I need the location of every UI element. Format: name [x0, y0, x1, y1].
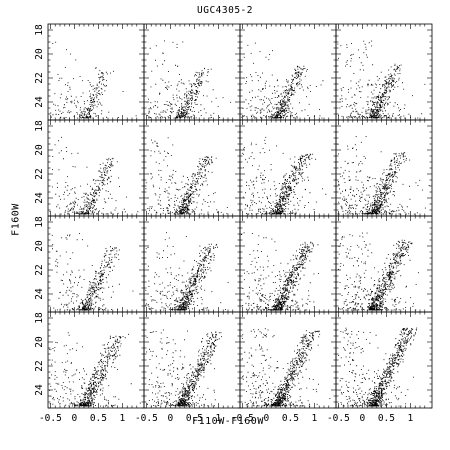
data-points — [337, 327, 418, 407]
data-points — [337, 40, 426, 119]
y-tick-label: 22 — [34, 360, 45, 371]
cmd-panel-r2-c3 — [239, 119, 337, 217]
y-tick-label: 20 — [34, 240, 45, 252]
panel-frame — [335, 215, 433, 313]
panel-frame — [143, 23, 241, 121]
y-tick-label: 24 — [34, 192, 45, 204]
data-points — [50, 41, 137, 119]
x-tick-label: 1 — [120, 413, 126, 424]
cmd-panel-r2-c1: 18 20 22 24 — [34, 119, 145, 217]
x-tick-label: 1 — [408, 413, 414, 424]
data-points — [241, 232, 319, 311]
y-tick-label: 20 — [34, 144, 45, 156]
cmd-panel-r4-c2: -0.5 0 0.5 1 — [135, 311, 241, 424]
y-axis-label: F160W — [10, 203, 22, 236]
cmd-panel-r4-c3: -0.5 0 0.5 1 — [231, 311, 337, 424]
data-points — [337, 136, 430, 215]
data-points — [49, 136, 139, 215]
y-tick-label: 20 — [34, 48, 45, 60]
panel-frame — [47, 311, 145, 409]
y-tick-label: 22 — [34, 264, 45, 275]
panel-frame — [47, 23, 145, 121]
cmd-panel-r3-c1: 18 20 22 24 — [34, 215, 145, 313]
data-points — [49, 233, 134, 311]
chart-title: UGC4305-2 — [197, 5, 253, 16]
panel-frame — [143, 119, 241, 217]
y-tick-label: 24 — [34, 384, 45, 396]
data-points — [49, 332, 141, 407]
cmd-panel-r3-c4 — [335, 215, 433, 313]
x-tick-label: 0 — [72, 413, 78, 424]
panel-frame — [239, 311, 337, 409]
data-points — [145, 137, 228, 215]
cmd-panel-r3-c3 — [239, 215, 337, 313]
panel-frame — [143, 215, 241, 313]
x-tick-label: 0.5 — [282, 413, 299, 424]
panel-frame — [239, 119, 337, 217]
x-tick-label: -0.5 — [231, 413, 254, 424]
x-tick-label: 0 — [264, 413, 270, 424]
x-tick-label: 1 — [312, 413, 318, 424]
data-points — [145, 232, 229, 311]
data-points — [241, 136, 327, 215]
x-tick-label: 0.5 — [90, 413, 107, 424]
data-points — [146, 329, 222, 407]
x-tick-label: 0.5 — [378, 413, 395, 424]
data-points — [337, 232, 419, 311]
y-tick-label: 18 — [34, 24, 45, 36]
x-tick-label: -0.5 — [135, 413, 158, 424]
cmd-panel-r1-c3 — [239, 23, 337, 121]
y-tick-label: 18 — [34, 312, 45, 324]
cmd-panel-r1-c4 — [335, 23, 433, 121]
cmd-panel-r3-c2 — [143, 215, 241, 313]
x-axis-label: F110W-F160W — [192, 416, 264, 427]
x-tick-label: 0.5 — [186, 413, 203, 424]
data-points — [147, 40, 232, 119]
x-tick-label: 1 — [216, 413, 222, 424]
x-tick-label: -0.5 — [327, 413, 350, 424]
y-tick-label: 22 — [34, 168, 45, 179]
panel-frame — [47, 215, 145, 313]
x-tick-label: 0 — [168, 413, 174, 424]
data-points — [241, 328, 331, 407]
y-tick-label: 22 — [34, 72, 45, 83]
cmd-panel-r4-c4: -0.5 0 0.5 1 — [327, 311, 433, 424]
cmd-panel-r1-c1: 18 20 22 24 — [34, 23, 145, 121]
y-tick-label: 18 — [34, 216, 45, 228]
data-points — [241, 42, 324, 119]
cmd-panel-r1-c2 — [143, 23, 241, 121]
cmd-panel-r2-c2 — [143, 119, 241, 217]
x-tick-label: 0 — [360, 413, 366, 424]
panel-frame — [143, 311, 241, 409]
y-tick-label: 24 — [34, 288, 45, 300]
y-tick-label: 18 — [34, 120, 45, 132]
cmd-panel-r2-c4 — [335, 119, 433, 217]
cmd-panel-r4-c1: 18 20 22 24 -0.5 0 0.5 1 — [34, 311, 145, 424]
x-tick-label: -0.5 — [39, 413, 62, 424]
y-tick-label: 24 — [34, 96, 45, 108]
y-tick-label: 20 — [34, 336, 45, 348]
panel-frame — [335, 119, 433, 217]
panel-frame — [47, 119, 145, 217]
